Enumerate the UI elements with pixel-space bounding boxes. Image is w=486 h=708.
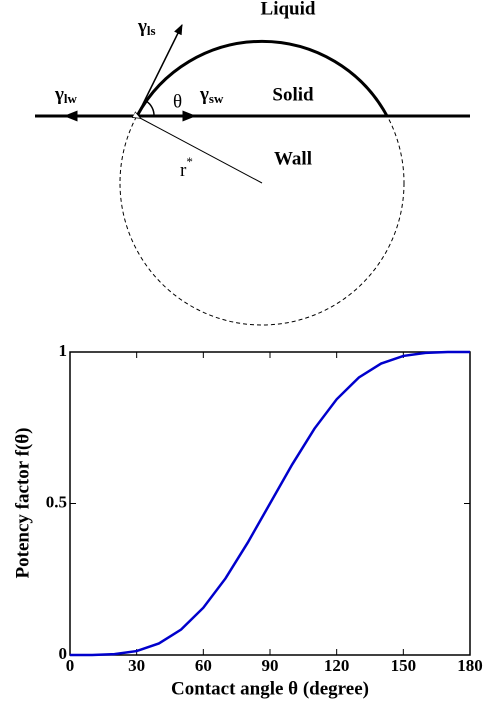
curve — [69, 350, 470, 657]
radius-line — [140, 118, 263, 184]
radius-label: r* — [180, 154, 193, 181]
arrow-ls — [136, 24, 183, 117]
wall-label: Wall — [274, 148, 312, 169]
x-tick-label: 120 — [324, 656, 350, 675]
gamma-ls: γls — [137, 16, 156, 38]
y-tick-label: 0.5 — [46, 492, 67, 511]
gamma-sw: γsw — [199, 84, 224, 106]
x-axis-label: Contact angle θ (degree) — [171, 678, 369, 699]
diagram: Liquid Solid Wall θ γls γlw γsw r* — [35, 0, 470, 326]
x-tick-label: 30 — [128, 656, 145, 675]
gamma-lw: γlw — [54, 84, 78, 106]
angle-arc — [145, 100, 155, 117]
theta-label: θ — [173, 91, 182, 112]
droplet-arc — [135, 39, 389, 117]
y-tick-label: 1 — [59, 341, 68, 360]
y-tick-label: 0 — [59, 644, 68, 663]
x-tick-label: 180 — [457, 656, 483, 675]
x-tick-label: 150 — [391, 656, 417, 675]
x-tick-label: 60 — [195, 656, 212, 675]
y-axis-label: Potency factor f(θ) — [12, 428, 33, 579]
x-tick-label: 0 — [66, 656, 75, 675]
liquid-label: Liquid — [261, 0, 316, 19]
x-tick-label: 90 — [262, 656, 279, 675]
solid-label: Solid — [272, 84, 314, 105]
